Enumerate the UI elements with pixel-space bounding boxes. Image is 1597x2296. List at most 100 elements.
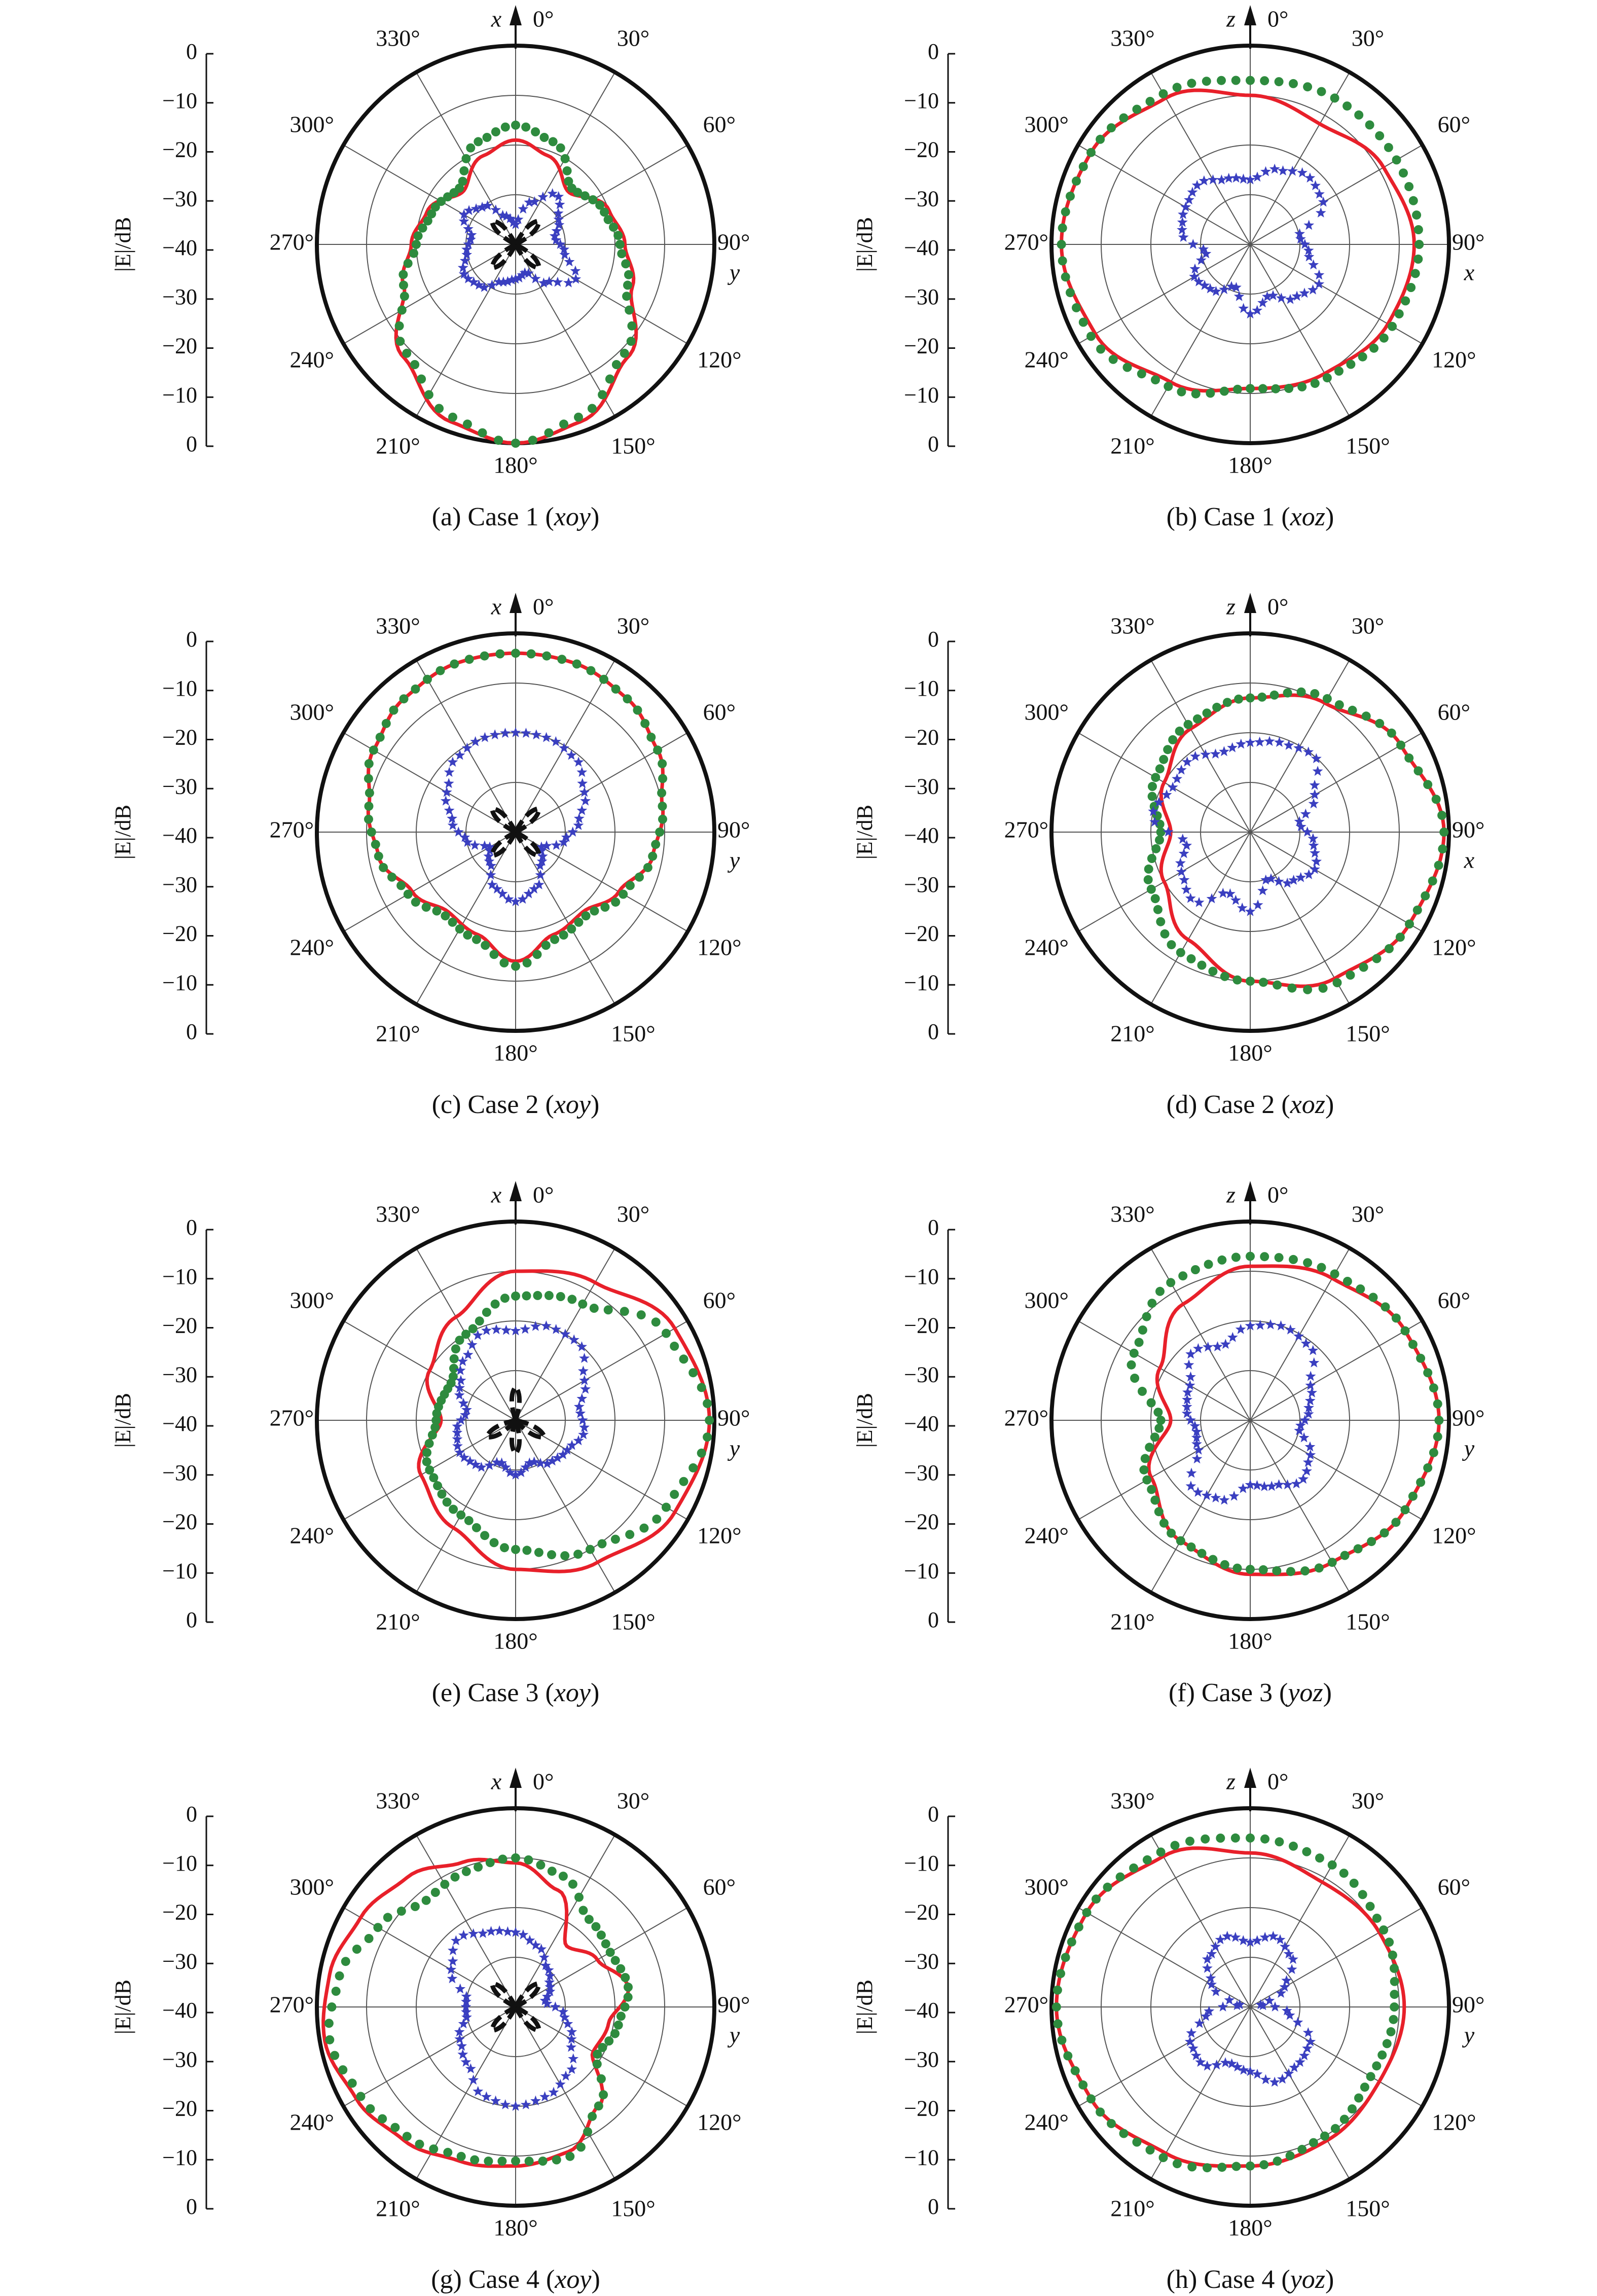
blue-star: [1198, 243, 1209, 254]
green-dot: [1137, 369, 1146, 379]
green-dot: [471, 935, 481, 944]
caption-suffix: ): [591, 1090, 599, 1119]
green-dot: [598, 2042, 607, 2052]
blue-star: [1287, 165, 1298, 176]
angle-label: 330°: [1110, 25, 1154, 51]
green-dot: [1197, 1549, 1207, 1558]
blue-star: [1302, 827, 1313, 837]
green-dot: [623, 694, 632, 704]
axis-top-letter: z: [1226, 1769, 1236, 1795]
blue-star: [478, 1928, 488, 1938]
green-dot: [1220, 972, 1229, 981]
green-dot: [1187, 2162, 1197, 2172]
blue-star: [1311, 856, 1322, 866]
caption-suffix: ): [591, 2265, 600, 2294]
blue-star: [1304, 172, 1316, 183]
green-dot: [1274, 77, 1284, 87]
black-lobe: [489, 218, 518, 247]
green-dot: [1356, 1284, 1365, 1294]
black-lobe: [513, 1981, 542, 2010]
green-dot: [396, 1907, 406, 1916]
blue-star: [1178, 232, 1189, 242]
grid-spoke: [1150, 1248, 1251, 1421]
green-dot: [455, 924, 464, 934]
axis-right-letter: y: [728, 1436, 740, 1461]
blue-star: [535, 1457, 546, 1468]
green-dot: [587, 404, 597, 413]
angle-label: 0°: [1267, 594, 1288, 620]
green-dot: [658, 774, 668, 783]
green-dot: [383, 1913, 392, 1922]
blue-star: [446, 1964, 457, 1975]
series-blue-stars: [446, 1925, 579, 2111]
green-dot: [1410, 269, 1420, 278]
blue-star: [1194, 2018, 1205, 2028]
angle-label: 0°: [533, 594, 554, 620]
green-dot: [1354, 110, 1364, 120]
blue-star: [1212, 1341, 1223, 1351]
green-dot: [1129, 1348, 1139, 1358]
blue-star: [1181, 840, 1192, 850]
blue-star: [1206, 1979, 1217, 1989]
green-dot: [1315, 1853, 1324, 1863]
blue-star: [576, 767, 588, 777]
blue-star: [1224, 888, 1236, 899]
green-dot: [1246, 76, 1255, 85]
blue-star: [1210, 1941, 1221, 1952]
green-dot: [1183, 720, 1193, 729]
db-tick-label: −10: [162, 1851, 197, 1876]
blue-star: [520, 1323, 531, 1334]
green-dot: [489, 1538, 499, 1548]
green-dot: [387, 872, 396, 882]
angle-label: 300°: [1024, 699, 1068, 725]
green-dot: [697, 1448, 706, 1458]
angle-label: 120°: [1432, 2109, 1476, 2135]
blue-star: [1283, 740, 1294, 750]
grid-spoke: [515, 1320, 688, 1421]
blue-star: [1252, 1480, 1262, 1490]
green-dot: [1392, 155, 1401, 165]
blue-star: [1245, 308, 1256, 319]
green-dot: [356, 2092, 366, 2101]
green-dot: [1260, 76, 1269, 86]
green-dot: [625, 1530, 635, 1539]
green-dot: [588, 195, 598, 204]
db-tick-label: −30: [904, 1460, 939, 1485]
green-dot: [1387, 728, 1396, 738]
caption-prefix: (b) Case 1 (: [1167, 503, 1290, 531]
db-tick-label: −20: [904, 334, 939, 358]
blue-star: [448, 1945, 458, 1955]
blue-star: [538, 277, 549, 288]
green-dot: [623, 280, 632, 290]
axis-arrow-head: [1244, 593, 1256, 613]
blue-star: [454, 749, 465, 760]
angle-label: 120°: [1432, 935, 1476, 960]
green-dot: [378, 2114, 387, 2124]
blue-star: [454, 1447, 465, 1457]
green-dot: [1394, 309, 1404, 318]
blue-star: [482, 200, 493, 210]
green-dot: [1057, 240, 1066, 249]
angle-label: 180°: [1228, 452, 1272, 478]
green-dot: [335, 1971, 344, 1981]
blue-star: [1274, 1479, 1284, 1489]
blue-star: [1280, 1941, 1291, 1952]
green-dot: [1217, 2163, 1227, 2172]
green-dot: [455, 184, 464, 193]
db-tick-label: −10: [162, 2145, 197, 2170]
series-blue-stars: [1177, 163, 1329, 319]
blue-star: [1215, 1934, 1226, 1945]
green-dot: [1390, 1977, 1399, 1986]
blue-star: [1308, 798, 1319, 809]
green-dot: [620, 348, 629, 358]
db-tick-label: −10: [904, 970, 939, 995]
blue-star: [558, 837, 569, 847]
db-tick-label: −20: [904, 1510, 939, 1534]
axis-top-letter: x: [491, 594, 502, 620]
angle-label: 30°: [617, 613, 649, 639]
blue-star: [1285, 1324, 1296, 1335]
blue-star: [1211, 285, 1221, 296]
series-green-dots: [422, 1290, 714, 1561]
caption-suffix: ): [1325, 503, 1334, 531]
green-dot: [573, 1550, 583, 1559]
